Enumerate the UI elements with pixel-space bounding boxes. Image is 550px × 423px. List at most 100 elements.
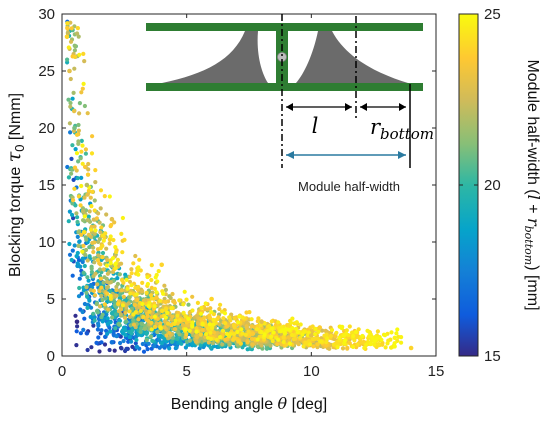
scatter-point (117, 321, 122, 326)
scatter-point (121, 338, 126, 344)
y-axis-ticks: 0 5 10 15 20 25 30 (38, 6, 436, 365)
scatter-point (99, 328, 104, 333)
scatter-point (227, 315, 232, 320)
scatter-point (152, 314, 157, 319)
scatter-point (382, 333, 388, 338)
scatter-point (177, 318, 182, 323)
scatter-point (120, 303, 126, 308)
scatter-point (66, 97, 71, 102)
scatter-point (122, 237, 127, 242)
scatter-point (149, 277, 154, 283)
scatter-point (399, 340, 404, 345)
scatter-point (186, 302, 191, 307)
scatter-point (302, 329, 308, 334)
scatter-point (100, 233, 105, 238)
scatter-point (105, 257, 110, 263)
scatter-point (195, 335, 200, 340)
scatter-point (158, 325, 163, 331)
scatter-point (160, 308, 165, 313)
scatter-point (131, 312, 136, 317)
scatter-point (76, 141, 81, 146)
scatter-point (181, 318, 186, 323)
scatter-point (313, 326, 318, 331)
scatter-point (214, 337, 219, 342)
scatter-point (85, 258, 90, 263)
scatter-point (113, 245, 118, 250)
scatter-point (120, 250, 125, 255)
scatter-point (181, 302, 186, 307)
scatter-point (175, 313, 180, 318)
scatter-point (291, 337, 296, 342)
scatter-point (97, 289, 102, 294)
scatter-point (127, 274, 132, 279)
scatter-point (316, 329, 321, 334)
scatter-point (70, 212, 75, 218)
scatter-point (68, 76, 73, 82)
scatter-point (105, 331, 110, 336)
scatter-point (79, 291, 84, 296)
scatter-point (108, 234, 113, 239)
scatter-point (208, 306, 213, 311)
scatter-point (75, 26, 80, 31)
scatter-point (372, 338, 377, 343)
scatter-points (64, 19, 414, 354)
y-tick-label: 5 (47, 291, 55, 308)
scatter-point (98, 230, 103, 235)
scatter-point (119, 231, 124, 236)
scatter-point (223, 321, 228, 326)
scatter-point (95, 308, 100, 313)
scatter-point (104, 263, 110, 268)
scatter-point (207, 322, 212, 327)
scatter-point (392, 344, 397, 349)
scatter-point (159, 262, 164, 268)
scatter-point (85, 302, 90, 307)
scatter-point (190, 294, 195, 299)
scatter-point (82, 214, 87, 219)
scatter-point (163, 287, 168, 292)
scatter-point (66, 219, 71, 224)
scatter-point (92, 198, 97, 203)
scatter-point (84, 182, 90, 188)
scatter-point (73, 44, 78, 49)
scatter-point (211, 317, 216, 322)
scatter-point (87, 298, 92, 303)
scatter-point (95, 258, 100, 263)
scatter-point (210, 325, 215, 330)
scatter-point (392, 341, 397, 346)
scatter-point (70, 201, 75, 206)
scatter-point (258, 323, 263, 328)
colorbar-tick-label: 15 (484, 348, 501, 365)
scatter-point (338, 324, 343, 329)
scatter-point (74, 319, 80, 325)
scatter-point (82, 195, 87, 200)
scatter-point (89, 315, 94, 320)
scatter-point (198, 332, 203, 337)
scatter-point (262, 332, 267, 337)
scatter-point (135, 269, 140, 274)
scatter-point (154, 321, 159, 326)
scatter-point (110, 315, 115, 320)
scatter-point (76, 294, 82, 299)
scatter-point (70, 143, 75, 148)
scatter-point (74, 329, 79, 334)
scatter-point (81, 270, 86, 275)
scatter-point (152, 344, 157, 349)
scatter-point (372, 342, 377, 347)
scatter-point (82, 316, 87, 321)
scatter-point (208, 330, 213, 335)
scatter-point (64, 34, 70, 40)
scatter-point (92, 256, 97, 261)
scatter-point (81, 51, 86, 57)
scatter-point (289, 320, 294, 325)
scatter-point (88, 195, 93, 200)
scatter-point (134, 344, 140, 350)
y-axis-label: Blocking torque τ0 [Nmm] (3, 93, 27, 277)
scatter-point (325, 336, 330, 341)
scatter-point (97, 261, 102, 266)
scatter-point (118, 312, 123, 317)
scatter-point (271, 330, 276, 335)
scatter-point (113, 262, 118, 267)
scatter-point (92, 208, 97, 213)
scatter-point (113, 326, 118, 331)
scatter-point (399, 335, 404, 340)
